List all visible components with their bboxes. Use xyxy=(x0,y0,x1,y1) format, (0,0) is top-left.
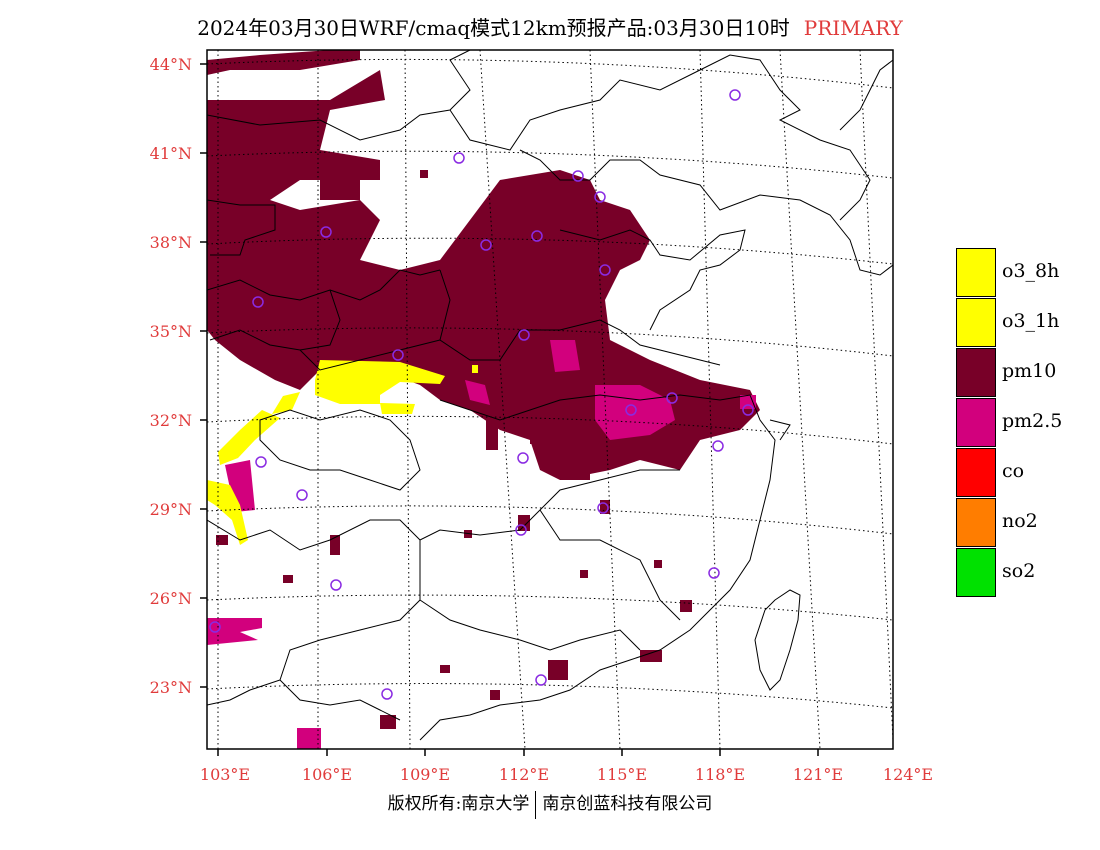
lon-label-103: 103°E xyxy=(199,765,251,784)
footer-company: 南京创蓝科技有限公司 xyxy=(542,794,713,814)
lat-label-41: 41°N xyxy=(149,144,192,163)
map-content xyxy=(207,50,893,749)
legend-swatch xyxy=(956,448,996,497)
lat-label-23: 23°N xyxy=(149,678,192,697)
lon-label-124: 124°E xyxy=(882,765,934,784)
lat-label-32: 32°N xyxy=(149,411,192,430)
legend-label: so2 xyxy=(1002,560,1036,582)
o3-region xyxy=(207,360,478,545)
lat-label-35: 35°N xyxy=(149,322,192,341)
footer-separator xyxy=(535,790,537,819)
graticule xyxy=(207,50,893,749)
lon-label-112: 112°E xyxy=(498,765,550,784)
legend-swatch xyxy=(956,248,996,297)
legend-label: pm2.5 xyxy=(1002,410,1063,432)
pm25-region xyxy=(207,340,756,749)
lon-label-106: 106°E xyxy=(301,765,353,784)
legend-swatch xyxy=(956,298,996,347)
footer: 版权所有:南京大学 南京创蓝科技有限公司 xyxy=(0,789,1100,819)
map-title: 2024年03月30日WRF/cmaq模式12km预报产品:03月30日10时 P… xyxy=(0,12,1100,41)
title-main: 2024年03月30日WRF/cmaq模式12km预报产品:03月30日10时 xyxy=(197,16,790,40)
footer-copyright: 版权所有:南京大学 xyxy=(387,794,530,814)
lat-label-29: 29°N xyxy=(149,500,192,519)
legend-label: pm10 xyxy=(1002,360,1057,382)
lon-label-115: 115°E xyxy=(596,765,648,784)
legend-label: o3_1h xyxy=(1002,310,1060,332)
legend-swatch xyxy=(956,398,996,447)
lat-label-44: 44°N xyxy=(149,55,192,74)
legend-label: o3_8h xyxy=(1002,260,1060,282)
lon-label-109: 109°E xyxy=(399,765,451,784)
station-markers xyxy=(209,89,754,700)
lat-label-26: 26°N xyxy=(149,589,192,608)
legend-swatch xyxy=(956,348,996,397)
legend-swatch xyxy=(956,548,996,597)
tick-marks xyxy=(200,63,819,756)
legend-label: co xyxy=(1002,460,1025,482)
lon-label-118: 118°E xyxy=(694,765,746,784)
legend-swatch xyxy=(956,498,996,547)
title-tag: PRIMARY xyxy=(803,16,903,40)
pm10-region xyxy=(207,50,760,729)
lon-label-121: 121°E xyxy=(792,765,844,784)
lat-label-38: 38°N xyxy=(149,233,192,252)
legend-label: no2 xyxy=(1002,510,1038,532)
map-frame xyxy=(206,49,894,750)
boundaries xyxy=(207,50,893,741)
